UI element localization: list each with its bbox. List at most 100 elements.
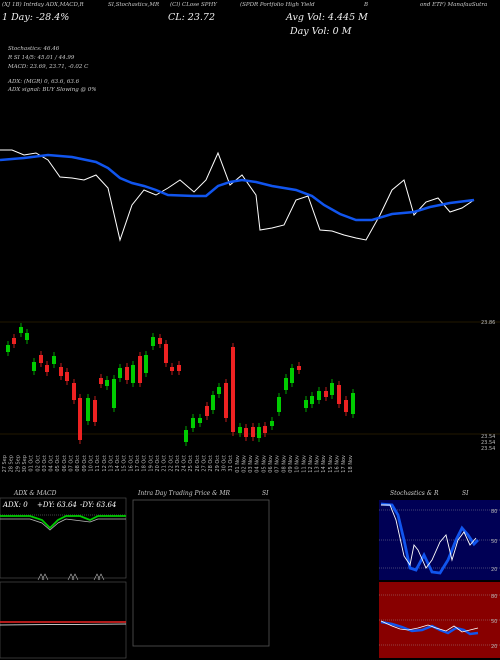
date-label: 14 Nov xyxy=(321,455,327,473)
candle xyxy=(238,427,242,433)
date-label: 02 Oct xyxy=(35,455,41,472)
candle xyxy=(217,387,221,394)
title-part-1: (XJ 1B) Intrday ADX,MACD,R xyxy=(2,2,84,8)
stoch-tick-20: 20 xyxy=(491,567,497,573)
date-label: 29 Oct xyxy=(215,455,221,472)
rsi-tick-20: 20 xyxy=(491,644,497,650)
candle xyxy=(284,378,288,390)
date-label: 05 Nov xyxy=(261,455,267,473)
macd-readout: MACD: 23.69, 23.71, -0.02 C xyxy=(8,64,89,70)
candle xyxy=(93,400,97,422)
date-label: 24 Oct xyxy=(182,455,188,472)
adx-macd-title: ADX & MACD xyxy=(14,490,57,497)
date-label: 30 Oct xyxy=(221,455,227,472)
date-label: 18 Nov xyxy=(348,455,354,473)
date-axis: 27 Sep 28 Sep 29 Sep 30 Sep 01 Oct 02 Oct 03 O… xyxy=(2,455,354,473)
candle xyxy=(118,368,122,378)
stochastic-k-line xyxy=(380,502,479,575)
date-label: 29 Sep xyxy=(15,455,21,472)
candle xyxy=(317,391,321,400)
date-label: 25 Oct xyxy=(188,455,194,472)
date-label: 16 Nov xyxy=(335,455,341,473)
date-label: 10 Oct xyxy=(88,455,94,472)
stoch-tick-50: 50 xyxy=(491,539,497,545)
candle xyxy=(25,333,29,340)
candle xyxy=(144,355,148,373)
candlestick-series xyxy=(6,323,355,446)
rsi-readout: R SI 14/5: 45.01 / 44.99 xyxy=(8,55,75,61)
price-label-bottom-1: 23.54 xyxy=(481,434,495,440)
adx-value: ADX: 0 xyxy=(3,501,28,509)
date-label: 26 Oct xyxy=(195,455,201,472)
candle xyxy=(244,428,248,437)
date-label: 12 Oct xyxy=(102,455,108,472)
date-label: 09 Nov xyxy=(288,455,294,473)
intraday-title-si: SI xyxy=(262,490,269,497)
candle xyxy=(211,395,215,410)
date-label: 08 Oct xyxy=(75,455,81,472)
candle xyxy=(257,427,261,438)
candle xyxy=(198,418,202,423)
date-label: 04 Nov xyxy=(255,455,261,473)
date-label: 07 Oct xyxy=(69,455,75,472)
plus-dy-value: +DY: 63.64 xyxy=(37,501,77,509)
price-label-bottom-3: 23.54 xyxy=(481,446,495,452)
date-label: 04 Oct xyxy=(49,455,55,472)
candle xyxy=(6,345,10,352)
close-price-line xyxy=(0,149,475,242)
candle xyxy=(112,379,116,408)
date-label: 09 Oct xyxy=(82,455,88,472)
candle xyxy=(251,427,255,437)
stochastic-d-line xyxy=(381,504,477,569)
candle xyxy=(72,383,76,400)
candle xyxy=(99,378,103,384)
date-label: 03 Nov xyxy=(248,455,254,473)
candle xyxy=(344,400,348,412)
date-label: 18 Oct xyxy=(142,455,148,472)
date-label: 15 Nov xyxy=(328,455,334,473)
date-label: 27 Sep xyxy=(2,455,8,472)
candle xyxy=(310,396,314,404)
rsi-tick-80: 80 xyxy=(491,594,497,600)
candle xyxy=(19,327,23,333)
title-part-4: (SPDR Portfolio High Yield xyxy=(240,2,315,8)
date-label: 11 Nov xyxy=(301,455,307,473)
candle xyxy=(224,383,228,418)
date-label: 10 Nov xyxy=(295,455,301,473)
title-part-6: ond ETF) ManafaaSutra xyxy=(420,2,488,8)
avg-volume: Avg Vol: 4.445 M xyxy=(286,12,368,23)
date-label: 12 Nov xyxy=(308,455,314,473)
date-label: 17 Nov xyxy=(341,455,347,473)
rsi-tick-50: 50 xyxy=(491,619,497,625)
date-label: 06 Nov xyxy=(268,455,274,473)
date-label: 17 Oct xyxy=(135,455,141,472)
date-label: 15 Oct xyxy=(122,455,128,472)
candle xyxy=(138,356,142,383)
date-label: 06 Oct xyxy=(62,455,68,472)
date-label: 16 Oct xyxy=(128,455,134,472)
date-label: 23 Oct xyxy=(175,455,181,472)
price-label-top: 23.86 xyxy=(481,320,495,326)
candle xyxy=(297,366,301,370)
candle xyxy=(131,365,135,383)
candle xyxy=(337,385,341,404)
date-label: 01 Nov xyxy=(235,455,241,473)
close-value: CL: 23.72 xyxy=(168,12,215,23)
adx-plus-line xyxy=(0,515,126,530)
date-label: 13 Nov xyxy=(315,455,321,473)
candle xyxy=(151,337,155,346)
title-part-2: SI,Stochastics,MR xyxy=(108,2,160,8)
candle xyxy=(164,344,168,363)
candle xyxy=(12,338,16,344)
date-label: 11 Oct xyxy=(95,455,101,472)
date-label: 31 Oct xyxy=(228,455,234,472)
candle xyxy=(205,406,209,416)
stochastics-readout: Stochastics: 46.46 xyxy=(8,46,60,52)
date-label: 02 Nov xyxy=(241,455,247,473)
date-label: 27 Oct xyxy=(202,455,208,472)
moving-average-line xyxy=(0,153,475,222)
candle xyxy=(52,356,56,364)
minus-dy-value: -DY: 63.64 xyxy=(80,501,117,509)
day-volume: Day Vol: 0 M xyxy=(290,26,352,37)
